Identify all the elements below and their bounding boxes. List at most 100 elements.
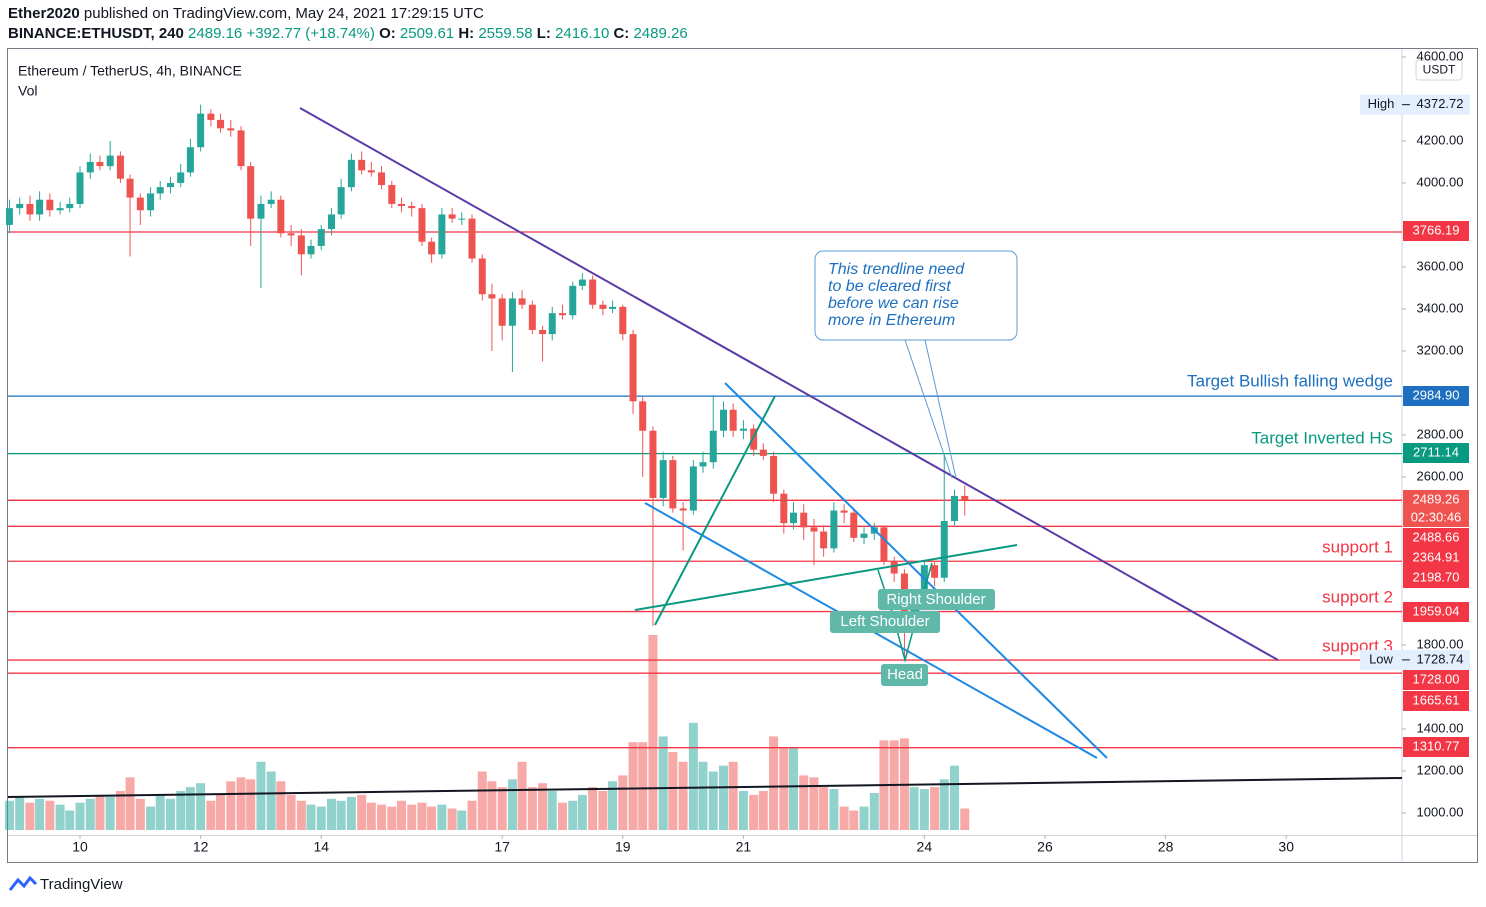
volume-bar xyxy=(216,794,226,830)
volume-bar xyxy=(557,802,567,830)
candle-body xyxy=(800,512,808,528)
volume-bar xyxy=(839,806,849,830)
candle-body xyxy=(177,172,185,183)
candle-body xyxy=(56,208,64,211)
candle-body xyxy=(699,462,707,467)
volume-bar xyxy=(316,806,326,830)
volume-bar xyxy=(366,802,376,830)
volume-bar xyxy=(25,802,35,830)
volume-bar xyxy=(618,775,628,830)
volume-bar xyxy=(859,806,869,830)
level-label: 1310.77 xyxy=(1413,738,1460,753)
marker-value: 1728.74 xyxy=(1417,651,1464,666)
candle-body xyxy=(488,294,496,299)
y-tick-label: 4000.00 xyxy=(1417,174,1464,189)
volume-bar xyxy=(276,781,286,830)
marker-value: 4372.72 xyxy=(1417,96,1464,111)
countdown: 02:30:46 xyxy=(1411,509,1462,524)
ohlc-label: L: xyxy=(536,25,551,42)
candle-body xyxy=(649,430,657,498)
callout-text: more in Ethereum xyxy=(828,312,955,329)
level-label-box xyxy=(1403,443,1469,463)
level-label: 2364.91 xyxy=(1413,549,1460,564)
marker-box xyxy=(1360,94,1470,115)
candle-body xyxy=(780,493,788,524)
volume-bar xyxy=(779,748,789,830)
candle-body xyxy=(478,258,486,295)
volume-bar xyxy=(196,783,206,830)
candle-body xyxy=(729,409,737,431)
level-label: 1665.61 xyxy=(1413,692,1460,707)
volume-bar xyxy=(487,781,497,830)
volume-bar xyxy=(377,804,387,830)
volume-bar xyxy=(266,771,276,830)
level-label: 3766.19 xyxy=(1413,222,1460,237)
candle-body xyxy=(36,199,44,215)
x-tick-label: 17 xyxy=(494,839,510,855)
candle-body xyxy=(147,193,155,211)
level-label-box xyxy=(1403,568,1469,588)
volume-bar xyxy=(538,783,548,830)
volume-bar xyxy=(346,796,356,830)
candle-body xyxy=(619,306,627,335)
volume-bar xyxy=(65,810,75,830)
volume-bar xyxy=(286,794,296,830)
candle-body xyxy=(830,510,838,549)
volume-bar xyxy=(809,777,819,830)
pattern-label: Right Shoulder xyxy=(886,591,985,608)
author: Ether2020 xyxy=(8,5,80,22)
candle-body xyxy=(16,203,24,209)
volume-bar xyxy=(477,771,487,830)
ohlc-value: 2489.26 xyxy=(633,25,688,42)
callout-text: to be cleared first xyxy=(828,278,951,295)
volume-bar xyxy=(447,808,457,830)
candle-body xyxy=(116,155,124,179)
volume-bar xyxy=(869,792,879,830)
volume-bar xyxy=(738,791,748,830)
volume-bar xyxy=(698,761,708,830)
candle-body xyxy=(951,495,959,522)
candle-body xyxy=(739,428,747,431)
level-label-box xyxy=(1403,737,1469,757)
volume-bar xyxy=(125,777,135,830)
y-tick-label: 1200.00 xyxy=(1417,762,1464,777)
volume-bar xyxy=(396,800,406,830)
candle-body xyxy=(931,565,939,578)
ohlc-label: C: xyxy=(613,25,630,42)
volume-bar xyxy=(437,804,447,830)
target-label: Target Bullish falling wedge xyxy=(1187,371,1393,390)
header: Ether2020 published on TradingView.com, … xyxy=(8,4,688,44)
volume-bar xyxy=(939,779,949,830)
currency-box xyxy=(1415,59,1463,81)
level-label-box xyxy=(1403,528,1469,548)
volume-bar xyxy=(799,775,809,830)
volume-bar xyxy=(638,742,648,830)
y-tick-label: 3600.00 xyxy=(1417,258,1464,273)
candle-body xyxy=(328,214,336,230)
volume-bar xyxy=(146,806,156,830)
candle-body xyxy=(518,298,526,305)
candle-body xyxy=(860,533,868,538)
candle-body xyxy=(397,203,405,207)
candle-body xyxy=(629,334,637,402)
candle-body xyxy=(569,285,577,316)
volume-bar xyxy=(749,794,759,830)
candle-body xyxy=(609,306,617,309)
candle-body xyxy=(639,401,647,431)
candle-body xyxy=(438,214,446,255)
publish-line: Ether2020 published on TradingView.com, … xyxy=(8,4,688,24)
last: 2489.16 xyxy=(188,25,243,42)
x-tick-label: 21 xyxy=(736,839,752,855)
candle-body xyxy=(388,185,396,204)
level-label: 2711.14 xyxy=(1413,444,1459,459)
candle-body xyxy=(418,208,426,242)
marker-label: High xyxy=(1368,96,1395,111)
x-tick-label: 26 xyxy=(1037,839,1053,855)
callout-text: This trendline need xyxy=(828,261,965,278)
level-label-box xyxy=(1403,386,1469,406)
callout-box xyxy=(814,250,1018,341)
candle-body xyxy=(367,170,375,173)
ohlc-label: O: xyxy=(379,25,396,42)
volume-bar xyxy=(95,794,105,830)
